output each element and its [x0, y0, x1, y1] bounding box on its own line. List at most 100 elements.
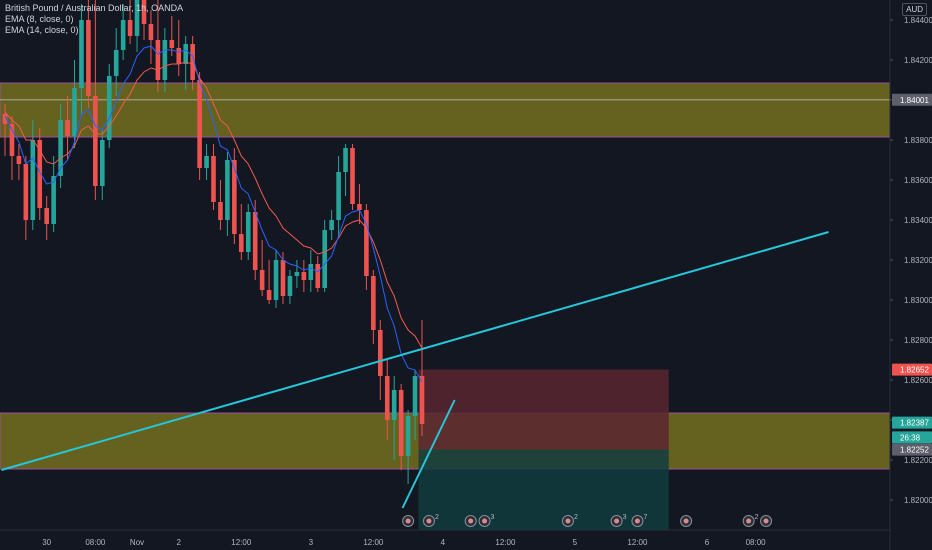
candles-layer: [2, 0, 425, 484]
candle-body: [419, 376, 425, 424]
event-flag-icon: [482, 518, 488, 524]
trendline-2[interactable]: [401, 399, 456, 509]
currency-badge[interactable]: AUD: [902, 3, 927, 16]
ema-slow-label[interactable]: EMA (14, close, 0): [5, 25, 79, 35]
candle-body: [378, 330, 383, 376]
candle-body: [398, 390, 404, 456]
candle-body: [329, 220, 334, 230]
price-tick-label: 1.84200: [904, 56, 932, 65]
candle-body: [350, 148, 355, 204]
price-axis-background: [890, 0, 932, 550]
price-tick-label: 1.83800: [904, 136, 932, 145]
stop-loss-zone[interactable]: [418, 369, 669, 450]
price-tick-label: 1.84400: [904, 16, 932, 25]
candle-body: [162, 40, 168, 80]
price-label-box[interactable]: [892, 431, 932, 444]
candle-body: [120, 20, 126, 50]
event-count: 3: [491, 514, 495, 521]
candle-body: [252, 212, 258, 270]
candle-body: [245, 212, 251, 252]
candle-body: [51, 176, 56, 224]
candle-body: [72, 88, 77, 136]
candle-body: [44, 208, 49, 224]
candle-body: [405, 416, 411, 456]
candle-body: [176, 48, 182, 64]
event-flag-icon: [683, 518, 689, 524]
candle-body: [79, 20, 84, 88]
candle-body: [364, 210, 369, 276]
candle-body: [2, 114, 8, 124]
price-tick-label: 1.82800: [904, 336, 932, 345]
candle-body: [197, 80, 202, 168]
event-flag-icon: [763, 518, 769, 524]
ema-layer: [4, 45, 423, 383]
candle-body: [134, 0, 140, 36]
event-flag-icon: [565, 518, 571, 524]
time-tick-label: 3: [309, 538, 314, 547]
time-tick-label: 12:00: [627, 538, 648, 547]
take-profit-zone[interactable]: [418, 449, 669, 530]
candle-body: [225, 160, 230, 220]
candle-body: [30, 140, 36, 220]
price-label-text: 1.82652: [900, 366, 929, 375]
event-count: 2: [435, 514, 439, 521]
price-label-box[interactable]: [892, 363, 932, 376]
price-tick-label: 1.82600: [904, 376, 932, 385]
time-tick-label: 6: [705, 538, 710, 547]
time-axis-background: [0, 530, 932, 550]
candle-body: [391, 390, 397, 420]
price-label-text: 26:38: [900, 433, 921, 442]
time-tick-label: 08:00: [746, 538, 767, 547]
candle-body: [100, 140, 105, 186]
price-axis[interactable]: 1.844001.842001.840001.838001.836001.834…: [889, 0, 932, 550]
price-label-box[interactable]: [892, 416, 932, 429]
candle-body: [315, 264, 321, 288]
time-tick-label: 08:00: [85, 538, 106, 547]
time-tick-label: 5: [573, 538, 578, 547]
position-layer[interactable]: [418, 369, 669, 530]
candle-body: [357, 204, 362, 210]
ema-fast-label[interactable]: EMA (8, close, 0): [5, 14, 74, 24]
candle-body: [287, 276, 293, 296]
symbol-title: British Pound / Australian Dollar, 1h, O…: [5, 3, 184, 13]
price-label-text: 1.82252: [900, 446, 929, 455]
candle-body: [308, 264, 314, 280]
candle-body: [65, 120, 70, 136]
price-tick-label: 1.83400: [904, 216, 932, 225]
trendline-1[interactable]: [1, 231, 829, 471]
candle-body: [322, 230, 327, 288]
candle-body: [371, 276, 376, 330]
candle-body: [280, 260, 286, 296]
candle-body: [294, 272, 300, 276]
time-tick-label: 12:00: [231, 538, 252, 547]
zone-rectangle-1[interactable]: [0, 82, 891, 138]
candle-body: [336, 172, 341, 220]
price-tick-label: 1.82000: [904, 496, 932, 505]
candle-body: [16, 156, 22, 164]
candle-body: [204, 156, 209, 168]
event-count: 3: [623, 514, 627, 521]
candle-body: [232, 160, 237, 234]
candle-body: [343, 148, 348, 172]
price-label-text: 1.82387: [900, 419, 929, 428]
trendlines-layer[interactable]: [1, 231, 829, 509]
chart-legend: British Pound / Australian Dollar, 1h, O…: [5, 3, 183, 36]
time-tick-label: 12:00: [495, 538, 516, 547]
candle-body: [183, 44, 188, 64]
price-label-text: 1.84001: [900, 96, 929, 105]
event-flag-icon: [746, 518, 752, 524]
candle-body: [9, 124, 15, 156]
candle-body: [86, 20, 91, 96]
price-tick-label: 1.83200: [904, 256, 932, 265]
candle-body: [148, 24, 154, 40]
event-markers-layer[interactable]: 2 3 2 3 7 2: [402, 514, 773, 527]
price-label-box[interactable]: [892, 93, 932, 106]
candle-body: [301, 272, 307, 280]
candle-body: [273, 260, 279, 300]
event-count: 2: [574, 514, 578, 521]
time-axis[interactable]: 30 08:00 Nov 2 12:00 3 12:00 4 12:00 5 12:00 6 08:00: [0, 529, 932, 550]
price-label-box[interactable]: [892, 443, 932, 456]
candle-body: [169, 40, 175, 48]
candle-body: [113, 50, 119, 76]
